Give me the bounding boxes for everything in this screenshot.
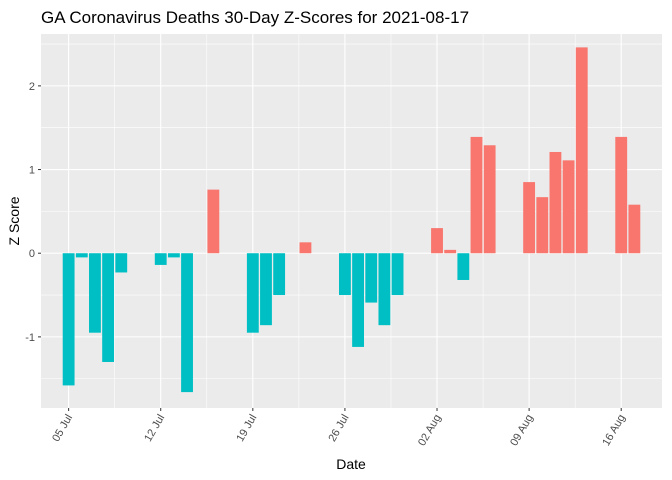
bar: 2021-07-21: -0.5: [273, 253, 286, 296]
bar: 2021-08-05: 1.39: [470, 136, 483, 254]
bar: 2021-08-02: 0.3: [431, 228, 443, 254]
bar: 2021-07-27: -1.12: [352, 253, 364, 347]
bar: 2021-08-16: 1.39: [615, 136, 628, 254]
bar: 2021-07-29: -0.86: [378, 253, 391, 326]
bar: 2021-08-06: 1.29: [483, 145, 496, 254]
bar: 2021-07-14: -1.66: [181, 253, 193, 393]
bars: 2021-07-05: -1.582021-07-06: -0.052021-0…: [62, 47, 641, 393]
gridlines: [41, 34, 662, 408]
bar: 2021-07-12: -0.14: [154, 253, 167, 265]
bar: 2021-07-23: 0.13: [299, 242, 312, 254]
y-axis: -1 0 1 2: [25, 81, 41, 344]
bar: 2021-08-09: 0.85: [523, 182, 536, 254]
y-tick-label: 2: [29, 81, 35, 93]
bar: 2021-08-11: 1.21: [549, 151, 562, 254]
bar: 2021-07-05: -1.58: [62, 253, 75, 386]
bar: 2021-07-07: -0.95: [89, 253, 101, 333]
bar: 2021-07-13: -0.05: [167, 253, 180, 258]
x-axis-title: Date: [336, 456, 366, 472]
bar: 2021-08-17: 0.58: [628, 204, 641, 254]
y-axis-title: Z Score: [6, 196, 22, 245]
chart-title: GA Coronavirus Deaths 30-Day Z-Scores fo…: [41, 8, 469, 27]
y-tick-label: -1: [25, 332, 35, 344]
bar: 2021-07-20: -0.86: [260, 253, 272, 326]
bar: 2021-08-13: 2.46: [575, 47, 588, 254]
bar: 2021-07-28: -0.59: [365, 253, 378, 303]
bar: 2021-07-16: 0.76: [207, 189, 220, 254]
bar: 2021-07-26: -0.5: [339, 253, 351, 296]
y-tick-label: 0: [29, 248, 35, 260]
bar: 2021-07-30: -0.5: [391, 253, 404, 296]
y-tick-label: 1: [29, 165, 35, 177]
bar: 2021-08-12: 1.11: [562, 160, 575, 254]
bar: 2021-07-08: -1.3: [102, 253, 115, 362]
bar: 2021-07-06: -0.05: [75, 253, 88, 258]
bar: 2021-08-10: 0.67: [536, 197, 549, 254]
bar: 2021-08-04: -0.32: [457, 253, 470, 280]
bar: 2021-08-03: 0.04: [444, 249, 457, 254]
bar: 2021-07-09: -0.23: [115, 253, 128, 273]
bar: 2021-07-19: -0.95: [246, 253, 259, 333]
